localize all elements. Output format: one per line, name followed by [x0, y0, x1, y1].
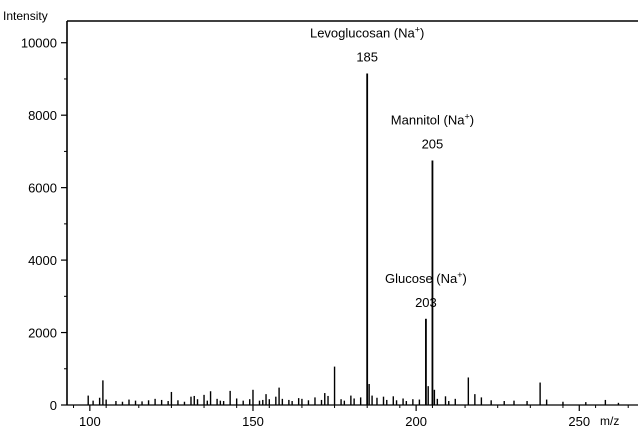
y-tick-label: 8000	[28, 108, 57, 123]
spectrum-peaks	[87, 73, 620, 405]
y-axis-label: Intensity	[3, 9, 48, 23]
x-axis-label: m/z	[600, 414, 619, 428]
x-tick-label: 150	[242, 414, 264, 429]
x-axis-ticks: 100 150 200 250	[73, 405, 629, 429]
x-tick-label: 100	[79, 414, 101, 429]
x-tick-label: 250	[568, 414, 590, 429]
y-tick-label: 0	[50, 398, 57, 413]
compound-label: Glucose (Na+)	[385, 270, 467, 286]
peak-mz-label: 203	[415, 295, 437, 310]
peak-mz-label: 205	[422, 136, 444, 151]
peak-annotations: 185 Levoglucosan (Na+) 205 Mannitol (Na+) 20…	[310, 25, 474, 310]
y-tick-label: 6000	[28, 181, 57, 196]
compound-label: Mannitol (Na+)	[391, 111, 474, 127]
x-tick-label: 200	[405, 414, 427, 429]
y-axis-ticks: 0 2000 4000 6000 8000 10000	[21, 36, 67, 413]
y-tick-label: 2000	[28, 326, 57, 341]
peak-mz-label: 185	[356, 50, 378, 65]
y-tick-label: 10000	[21, 36, 57, 51]
compound-label: Levoglucosan (Na+)	[310, 25, 424, 41]
y-tick-label: 4000	[28, 253, 57, 268]
